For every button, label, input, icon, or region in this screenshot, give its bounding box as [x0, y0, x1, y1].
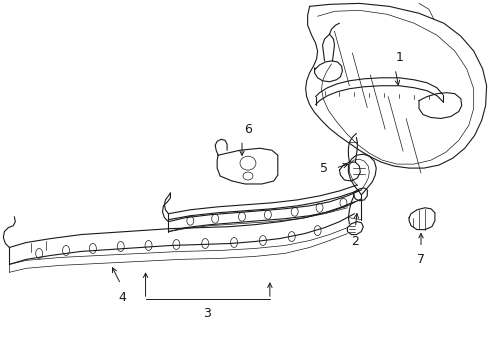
- Text: 2: 2: [351, 235, 359, 248]
- Text: 7: 7: [416, 253, 424, 266]
- Text: 3: 3: [203, 307, 211, 320]
- Text: 1: 1: [394, 51, 402, 64]
- Text: 6: 6: [244, 123, 251, 136]
- Text: 4: 4: [119, 291, 126, 304]
- Text: 5: 5: [319, 162, 327, 175]
